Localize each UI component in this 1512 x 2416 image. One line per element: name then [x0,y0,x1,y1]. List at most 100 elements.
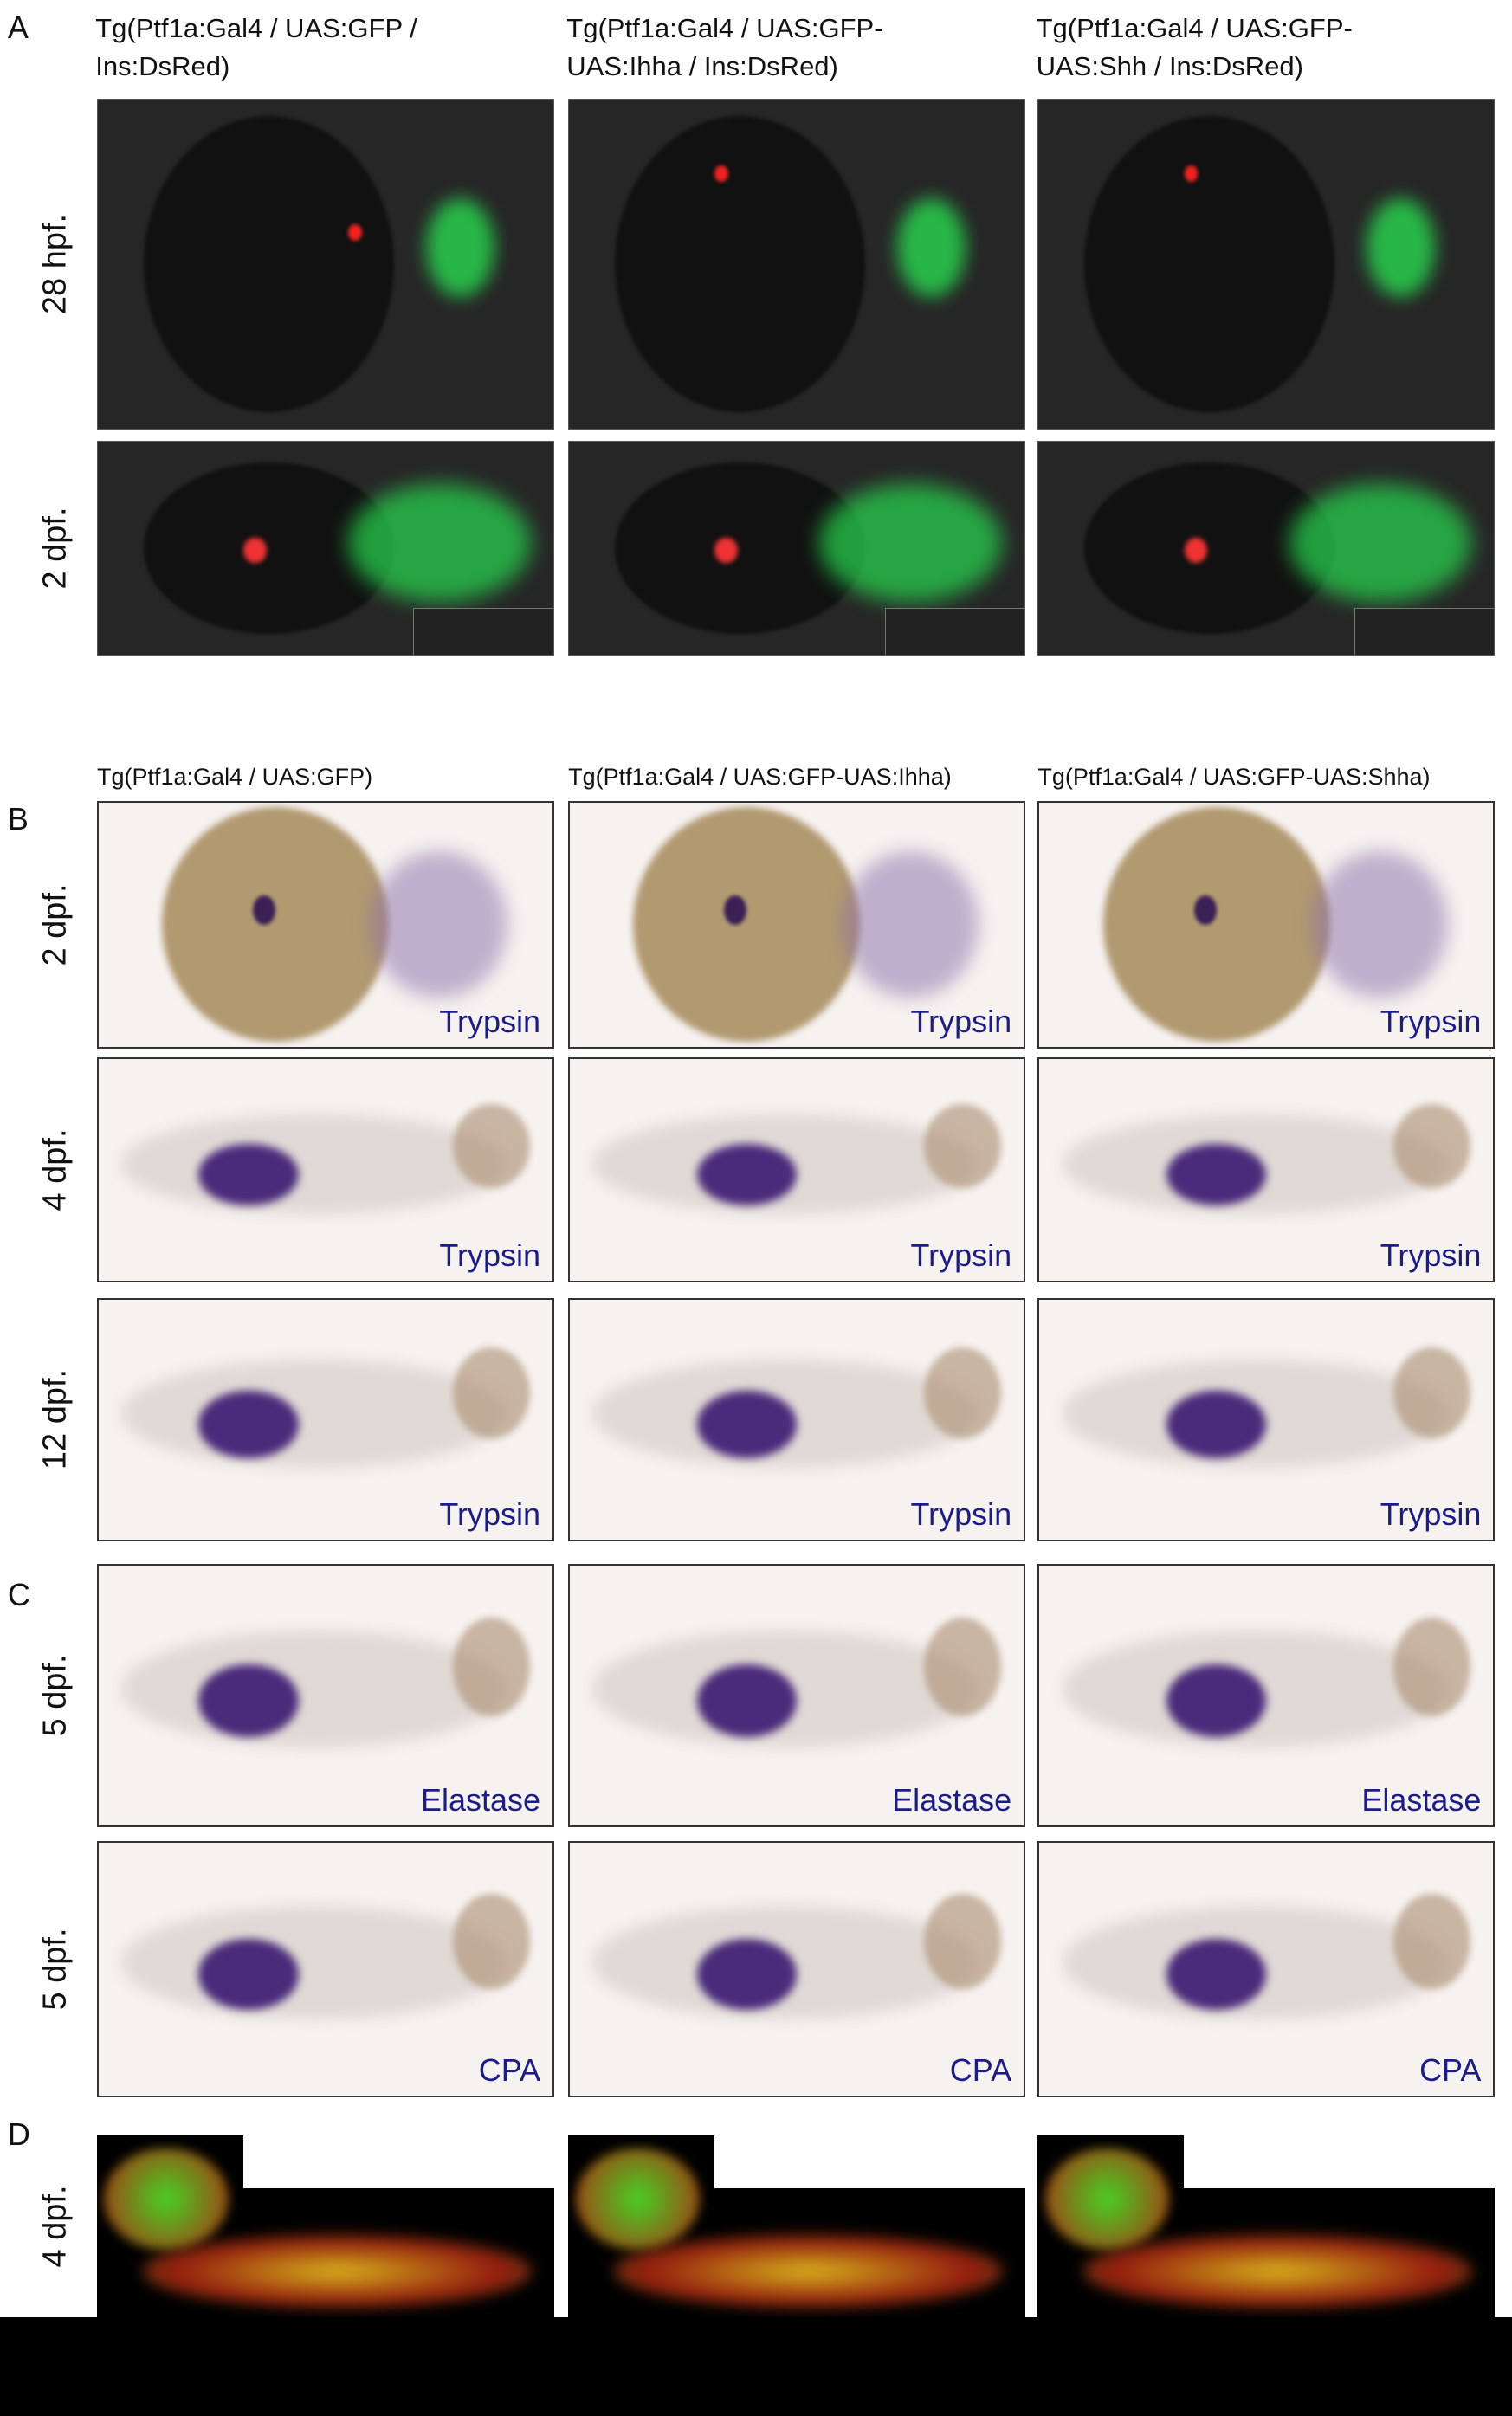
specimen [614,115,865,413]
stain-label: Trypsin [910,1237,1012,1274]
micrograph [568,98,1026,430]
row-label: 12 dpf. [36,1369,74,1470]
specimen [1044,2148,1170,2251]
micrograph [568,2135,1026,2317]
specimen [198,1143,299,1206]
row-label: 2 dpf. [36,507,74,590]
specimen [143,115,394,413]
specimen [1083,115,1335,413]
micrograph: Trypsin [1037,800,1496,1049]
stain-label: CPA [478,2051,541,2088]
specimen [696,1143,798,1206]
specimen [633,807,861,1043]
stain-label: Elastase [1361,1782,1482,1818]
specimen [696,1664,798,1738]
specimen [1393,1618,1471,1717]
specimen [162,807,390,1043]
column-header: UAS:Shh / Ins:DsRed) [1036,51,1303,82]
specimen [1193,895,1217,925]
micrograph: CPA [568,1841,1026,2097]
stain-label: Trypsin [439,1237,541,1274]
inset-image [1354,607,1495,656]
stain-label: Trypsin [1380,1237,1482,1274]
specimen [243,537,267,564]
specimen [121,1631,507,1748]
confocal-mask [242,2135,555,2188]
panel-letter: C [7,1577,30,1613]
micrograph [1037,440,1496,656]
stain-label: CPA [949,2051,1012,2088]
column-header: Tg(Ptf1a:Gal4 / UAS:GFP-UAS:Ihha) [568,763,952,790]
specimen [1184,537,1207,564]
specimen [348,224,363,242]
micrograph: Trypsin [568,1057,1026,1283]
specimen [104,2148,229,2251]
inset-image [97,2135,243,2263]
specimen [348,483,531,602]
specimen [575,2148,701,2251]
micrograph [1037,2135,1496,2317]
row-label: 4 dpf. [36,2185,74,2268]
stain-label: Trypsin [910,1003,1012,1039]
specimen [724,895,747,925]
specimen [613,2235,1003,2309]
specimen [1166,1143,1267,1206]
specimen [1289,483,1472,602]
specimen [452,1347,530,1439]
stain-label: Elastase [420,1782,541,1818]
micrograph: Elastase [1037,1564,1496,1828]
confocal-mask [1184,2135,1496,2188]
column-header: Tg(Ptf1a:Gal4 / UAS:GFP) [97,763,373,790]
specimen [452,1893,530,1990]
micrograph: Trypsin [568,800,1026,1049]
column-header: Ins:DsRed) [95,51,230,82]
specimen [1367,197,1436,297]
row-label: 2 dpf. [36,883,74,966]
micrograph: Trypsin [568,1297,1026,1541]
column-header: Tg(Ptf1a:Gal4 / UAS:GFP- [1036,12,1353,43]
specimen [121,1906,507,2020]
specimen [1166,1391,1267,1458]
micrograph: Trypsin [97,1297,555,1541]
specimen [714,165,729,182]
specimen [198,1391,299,1458]
specimen [1083,2235,1472,2309]
specimen [452,1103,530,1188]
inset-image [568,2135,715,2263]
micrograph: Elastase [97,1564,555,1828]
specimen [253,895,276,925]
stain-label: Trypsin [910,1495,1012,1532]
specimen [121,1360,507,1468]
row-label: 4 dpf. [36,1128,74,1211]
column-header: Tg(Ptf1a:Gal4 / UAS:GFP / [95,12,417,43]
micrograph: Trypsin [97,800,555,1049]
specimen [923,1103,1001,1188]
micrograph: Trypsin [1037,1297,1496,1541]
specimen [842,850,979,998]
specimen [896,197,966,297]
stain-label: Trypsin [1380,1003,1482,1039]
specimen [696,1391,798,1458]
row-label: 5 dpf. [36,1654,74,1738]
specimen [923,1893,1001,1990]
black-bar [0,2316,1512,2416]
specimen [1166,1664,1267,1738]
specimen [1393,1347,1471,1439]
panel-letter: A [7,10,29,46]
specimen [425,197,494,297]
specimen [1166,1939,1267,2010]
column-header: Tg(Ptf1a:Gal4 / UAS:GFP- [566,12,883,43]
column-header: UAS:Ihha / Ins:DsRed) [566,51,838,82]
specimen [714,537,738,564]
specimen [198,1939,299,2010]
stain-label: Elastase [892,1782,1012,1818]
micrograph: Trypsin [97,1057,555,1283]
row-label: 5 dpf. [36,1928,74,2011]
specimen [1184,165,1199,182]
micrograph: CPA [1037,1841,1496,2097]
specimen [452,1618,530,1717]
confocal-mask [714,2135,1026,2188]
specimen [198,1664,299,1738]
micrograph [1037,98,1496,430]
